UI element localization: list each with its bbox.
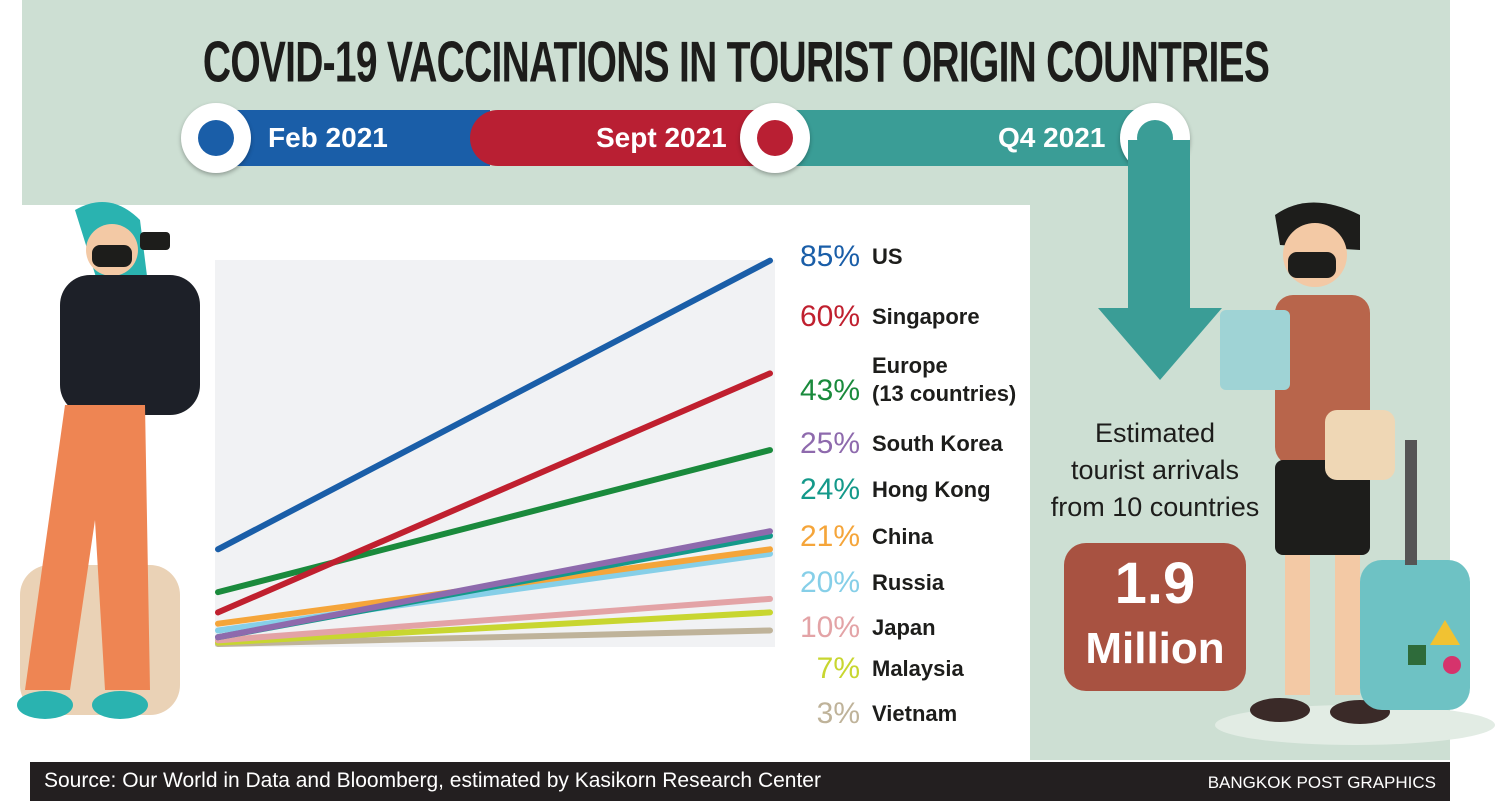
series-name: Europe (13 countries): [872, 352, 1016, 408]
series-line-us: [215, 257, 773, 553]
footer: Source: Our World in Data and Bloomberg,…: [30, 762, 1450, 801]
series-label: 85% US: [798, 240, 903, 274]
timeline-bar-sept: [470, 110, 770, 166]
estimate-line: from 10 countries: [1050, 492, 1260, 522]
series-line-europe-13-countries-: [215, 447, 773, 596]
series-label: 7% Malaysia: [798, 652, 964, 686]
series-name: Russia: [872, 570, 945, 595]
timeline-dot-sept: [740, 103, 810, 173]
series-value: 3%: [816, 697, 860, 730]
estimate-value: 1.9: [1114, 551, 1196, 616]
series-label: 10% Japan: [798, 611, 936, 645]
down-arrow-icon: [1128, 140, 1190, 310]
timeline-sept: Sept 2021: [596, 122, 727, 153]
series-name: Singapore: [872, 304, 980, 329]
series-label: 25% South Korea: [798, 427, 1003, 461]
series-label: 24% Hong Kong: [798, 473, 991, 507]
page-title: COVID-19 VACCINATIONS IN TOURIST ORIGIN …: [202, 31, 1270, 95]
series-value: 21%: [799, 520, 860, 553]
timeline-bar-q4: [750, 110, 1160, 166]
series-label: 3% Vietnam: [798, 697, 958, 731]
series-label: 43% Europe (13 countries): [798, 352, 1016, 408]
series-name: South Korea: [872, 431, 1003, 456]
series-value: 20%: [799, 566, 860, 599]
series-name-line: (13 countries): [872, 381, 1017, 406]
series-value: 60%: [799, 300, 860, 333]
series-label: 21% China: [798, 520, 933, 554]
series-line-malaysia: [215, 609, 773, 646]
down-arrow-head-icon: [1098, 308, 1222, 380]
series-value: 24%: [799, 473, 860, 506]
series-value: 43%: [799, 374, 860, 407]
series-line-singapore: [215, 370, 773, 616]
series-label: 60% Singapore: [798, 300, 980, 334]
timeline-q4: Q4 2021: [998, 122, 1106, 153]
timeline-dot-feb: [181, 103, 251, 173]
series-line-vietnam: [215, 627, 773, 647]
estimate-line: tourist arrivals: [1070, 455, 1240, 485]
series-name: US: [872, 244, 903, 269]
estimate-caption: Estimated tourist arrivals from 10 count…: [1040, 415, 1270, 526]
source-note: Source: Our World in Data and Bloomberg,…: [44, 769, 821, 792]
estimate-unit: Million: [1085, 624, 1225, 673]
series-name: Malaysia: [872, 656, 964, 681]
timeline-feb: Feb 2021: [268, 122, 388, 153]
brand-credit: BANGKOK POST GRAPHICS: [1207, 773, 1436, 792]
estimate-value-badge: 1.9 Million: [1064, 543, 1246, 691]
series-name-line: Europe: [872, 353, 948, 378]
series-name: China: [872, 524, 934, 549]
series-value: 10%: [799, 611, 860, 644]
series-label: 20% Russia: [798, 566, 944, 600]
series-name: Vietnam: [872, 701, 958, 726]
estimate-line: Estimated: [1094, 418, 1216, 448]
series-name: Japan: [872, 615, 936, 640]
series-value: 25%: [799, 427, 860, 460]
series-line-japan: [215, 595, 773, 644]
series-name: Hong Kong: [872, 477, 991, 502]
series-value: 85%: [799, 240, 860, 273]
series-value: 7%: [816, 652, 860, 685]
series-line-south-korea: [215, 528, 773, 641]
